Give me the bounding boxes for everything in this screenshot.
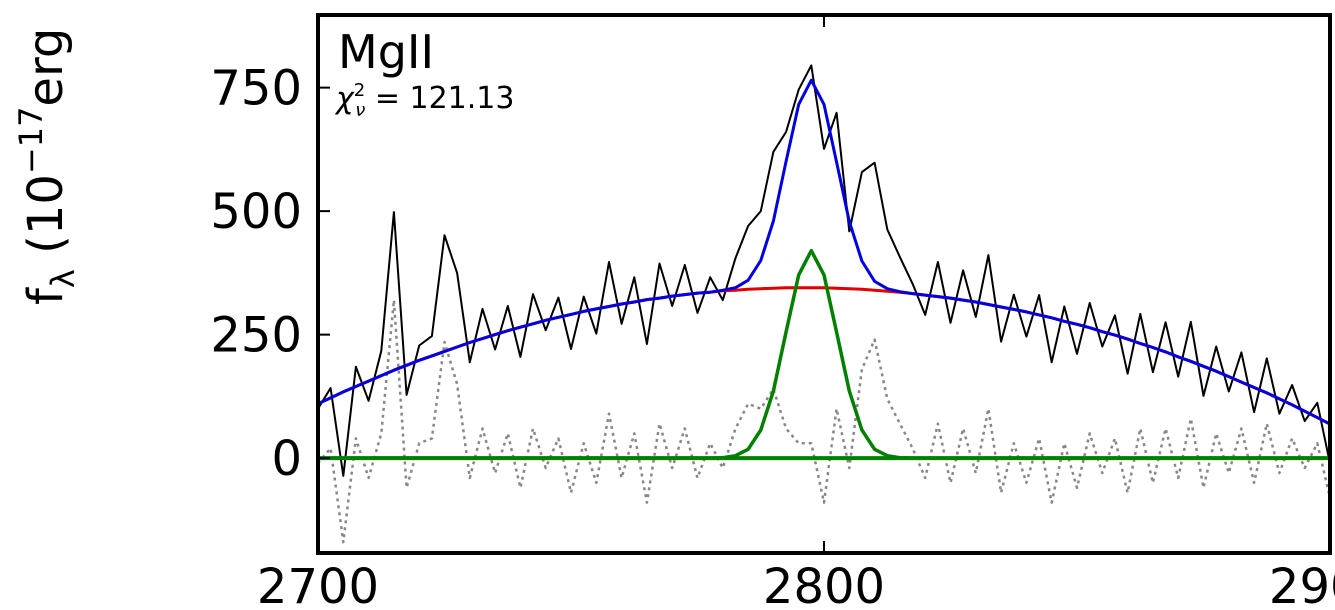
x-tick-label: 2800 — [763, 559, 885, 610]
fit-stat-part: = 121.13 — [365, 81, 514, 116]
y-label-part: −17 — [12, 107, 50, 175]
y-tick-label: 250 — [210, 308, 302, 364]
series-line — [318, 64, 1330, 477]
fit-stat-part: ν — [355, 100, 365, 121]
series-line — [318, 78, 1330, 426]
y-axis-label: fλ (10−17erg — [12, 28, 82, 305]
fit-stat-part: χ — [334, 81, 355, 116]
y-tick-label: 750 — [210, 61, 302, 117]
x-tick-label: 2700 — [257, 559, 379, 610]
y-tick-label: 500 — [210, 184, 302, 240]
y-label-part: λ — [44, 269, 82, 288]
fit-stat-part: 2 — [354, 80, 365, 101]
series-line — [318, 298, 1330, 544]
series-line — [318, 248, 1330, 460]
annotation: MgII — [338, 25, 434, 79]
y-label-part: erg — [18, 28, 74, 107]
y-label-part: f — [18, 287, 74, 305]
y-tick-label: 0 — [271, 431, 302, 487]
y-label-part: (10 — [18, 174, 74, 269]
x-tick-label: 2900 — [1269, 559, 1335, 610]
plot-frame — [316, 13, 1332, 555]
plot-area — [318, 64, 1330, 544]
fit-stat: χ2 ν = 121.13 — [334, 80, 514, 121]
